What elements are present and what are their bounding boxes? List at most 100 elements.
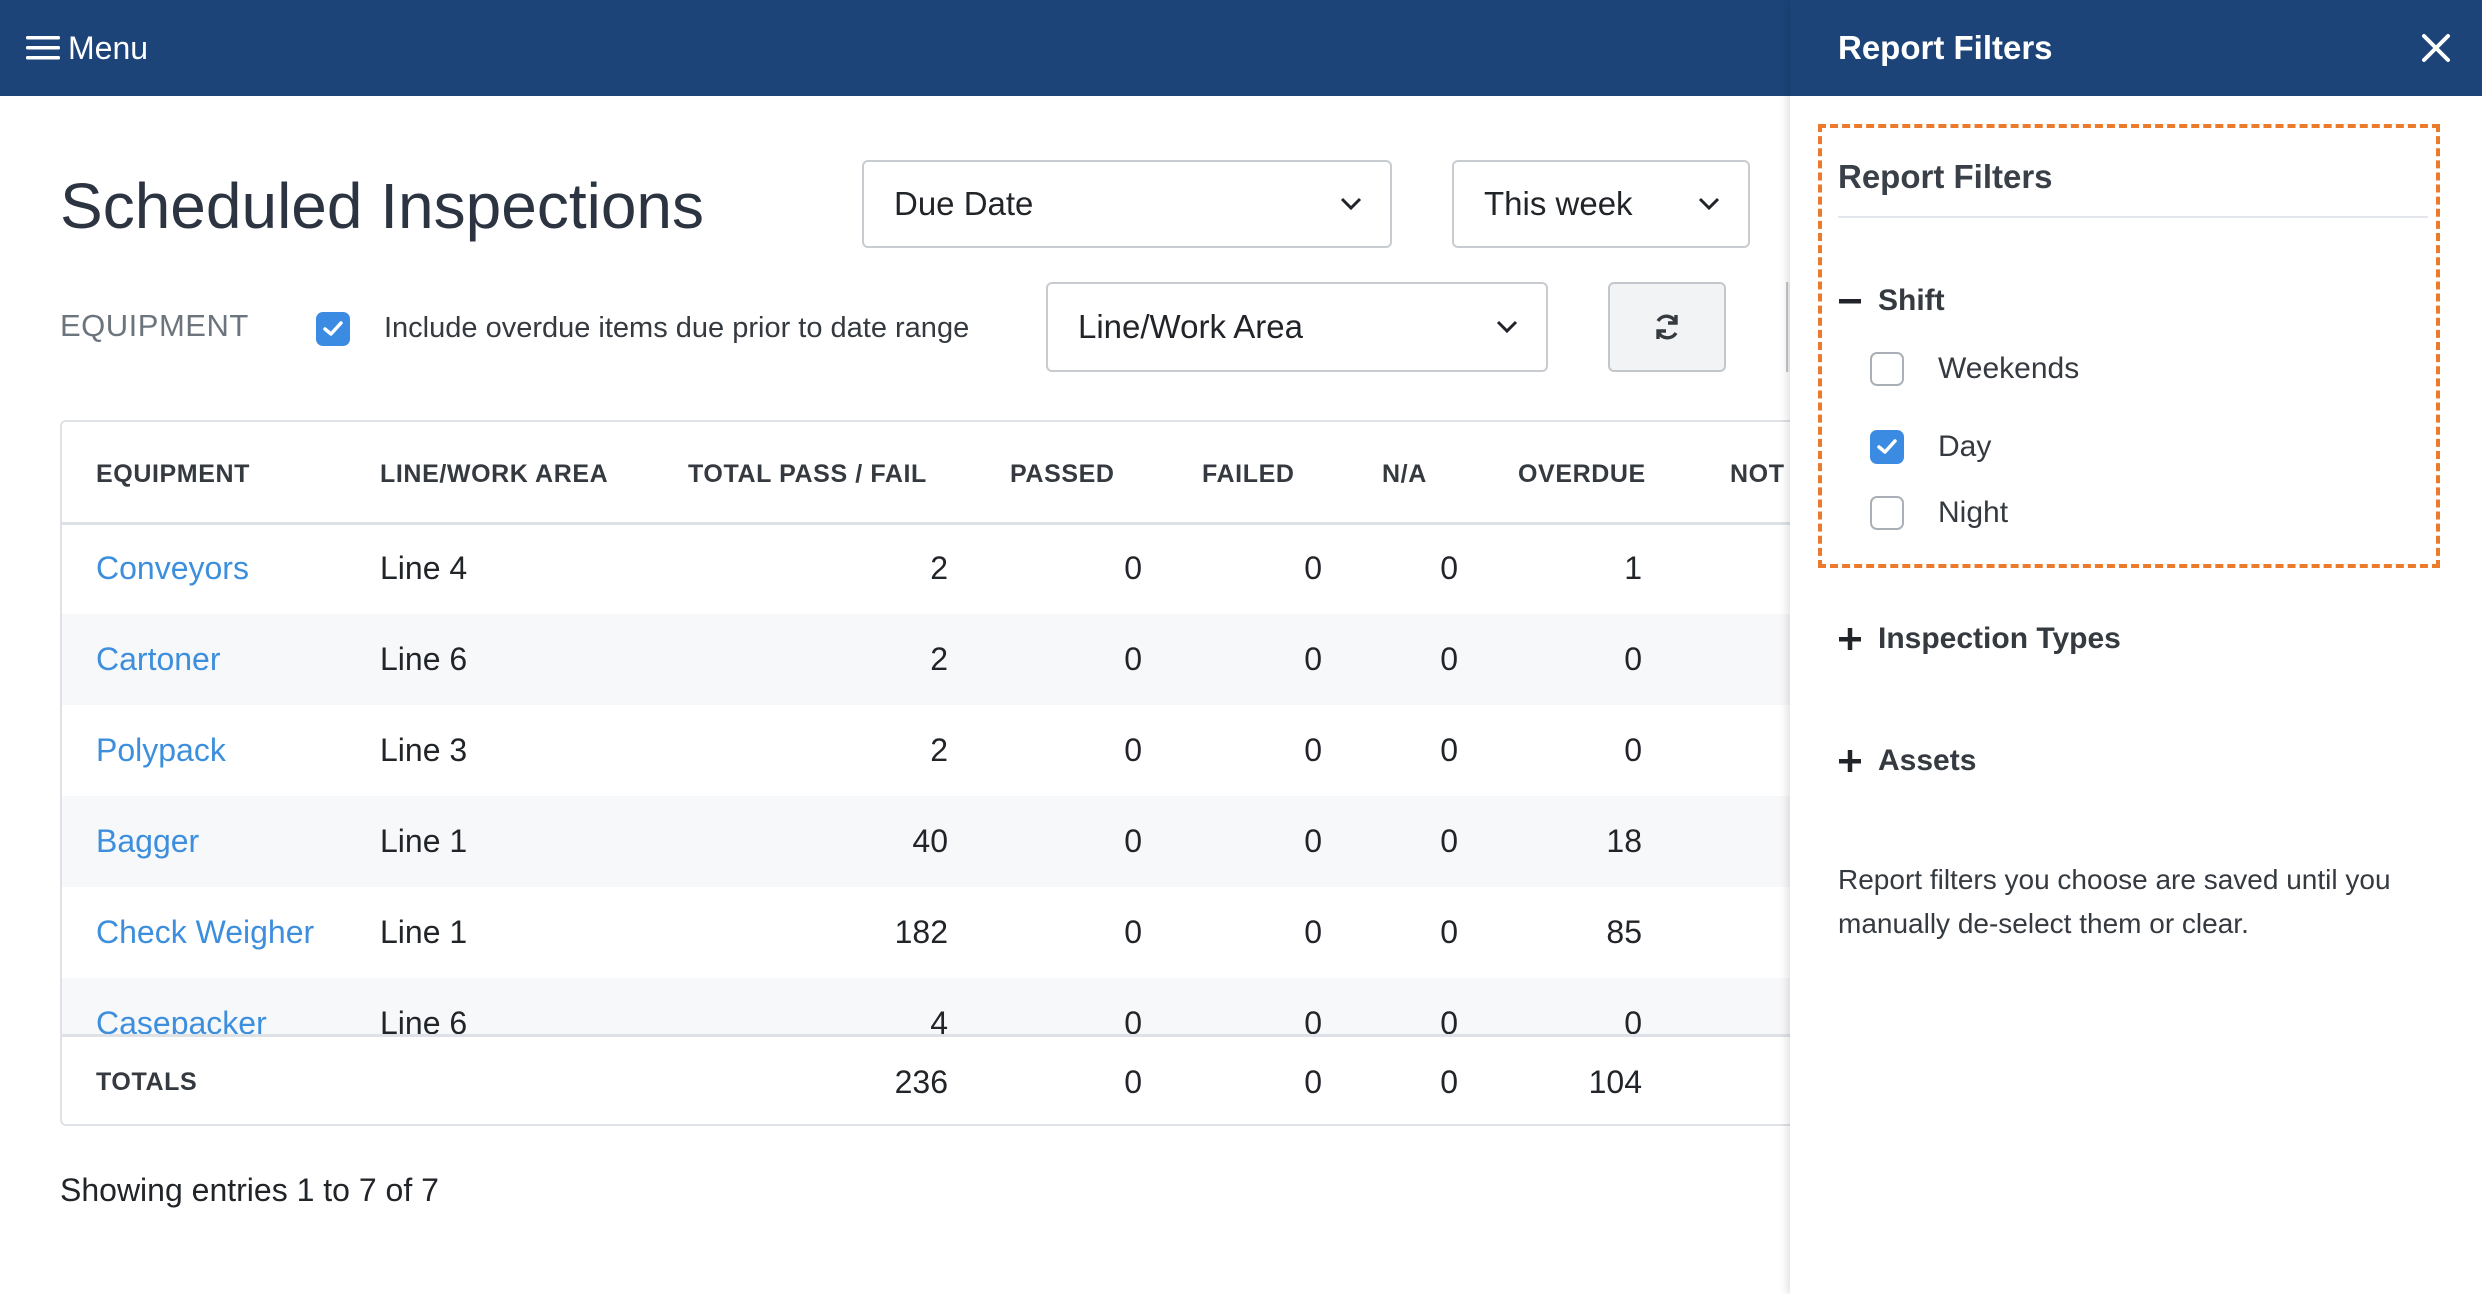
failed-cell: 0 [1304,1005,1322,1035]
date-field-select[interactable]: Due Date [862,160,1392,248]
col-overdue[interactable]: OVERDUE [1518,460,1646,488]
table-body: Conveyors Line 4 2 0 0 0 1 Cartoner Line… [62,523,1818,1035]
filter-option-day[interactable]: Day [1870,430,1991,464]
passed-cell: 0 [1124,641,1142,677]
entries-info: Showing entries 1 to 7 of 7 [60,1172,439,1208]
include-overdue-label: Include overdue items due prior to date … [384,312,970,344]
overdue-cell: 85 [1606,914,1642,950]
na-cell: 0 [1440,1005,1458,1035]
col-equipment[interactable]: EQUIPMENT [96,460,251,488]
failed-cell: 0 [1304,823,1322,859]
totals-label: TOTALS [96,1068,198,1096]
filters-heading: Report Filters [1838,158,2053,195]
filter-option-weekends[interactable]: Weekends [1870,352,2079,386]
overdue-cell: 0 [1624,1005,1642,1035]
line-cell: Line 1 [380,823,468,859]
panel-title: Report Filters [1838,29,2053,66]
table-row: Casepacker Line 6 4 0 0 0 0 [62,978,1818,1035]
heading-divider [1838,216,2428,218]
passed-cell: 0 [1124,732,1142,768]
equipment-link[interactable]: Polypack [96,732,226,768]
chevron-down-icon [1340,197,1362,211]
totals-passed: 0 [1124,1064,1142,1100]
date-field-value: Due Date [894,185,1034,222]
col-passed[interactable]: PASSED [1010,460,1115,488]
overdue-cell: 18 [1606,823,1642,859]
assets-group-toggle[interactable]: Assets [1838,744,1976,778]
date-range-value: This week [1484,185,1633,222]
totals-overdue: 104 [1588,1064,1642,1100]
highlight-box [1818,124,2440,568]
include-overdue-checkbox[interactable] [316,312,350,346]
line-cell: Line 3 [380,732,468,768]
shift-group-label: Shift [1878,284,1945,317]
inspections-table: EQUIPMENT LINE/WORK AREA TOTAL PASS / FA… [60,420,1820,1126]
weekends-label: Weekends [1938,352,2080,385]
line-work-area-select[interactable]: Line/Work Area [1046,282,1548,372]
failed-cell: 0 [1304,550,1322,586]
date-range-select[interactable]: This week [1452,160,1750,248]
na-cell: 0 [1440,550,1458,586]
inspection-types-label: Inspection Types [1878,622,2121,655]
equipment-link[interactable]: Bagger [96,823,200,859]
col-na[interactable]: N/A [1382,460,1427,488]
plus-icon [1839,628,1861,650]
equipment-link[interactable]: Casepacker [96,1005,267,1035]
panel-header: Report Filters [1790,0,2482,96]
totals-total: 236 [894,1064,948,1100]
failed-cell: 0 [1304,641,1322,677]
na-cell: 0 [1440,641,1458,677]
report-filters-panel: Report Filters Report Filters Shift Week… [1790,0,2482,1294]
menu-button[interactable]: Menu [26,24,148,72]
na-cell: 0 [1440,732,1458,768]
overdue-cell: 0 [1624,732,1642,768]
equipment-link[interactable]: Conveyors [96,550,249,586]
overdue-cell: 1 [1624,550,1642,586]
filter-option-night[interactable]: Night [1870,496,2008,530]
totals-failed: 0 [1304,1064,1322,1100]
inspection-types-group-toggle[interactable]: Inspection Types [1838,622,2121,656]
line-cell: Line 1 [380,914,468,950]
menu-label: Menu [68,29,149,66]
refresh-button[interactable] [1608,282,1726,372]
col-total-pass-fail[interactable]: TOTAL PASS / FAIL [688,460,927,488]
day-checkbox[interactable] [1870,430,1904,464]
line-cell: Line 6 [380,1005,468,1035]
close-icon [2422,34,2450,62]
passed-cell: 0 [1124,914,1142,950]
overdue-cell: 0 [1624,641,1642,677]
refresh-icon [1656,314,1678,340]
table-row: Check Weigher Line 1 182 0 0 0 85 [62,887,1818,978]
night-checkbox[interactable] [1870,496,1904,530]
na-cell: 0 [1440,914,1458,950]
line-cell: Line 6 [380,641,468,677]
weekends-checkbox[interactable] [1870,352,1904,386]
checkmark-icon [323,321,343,336]
passed-cell: 0 [1124,1005,1142,1035]
table-totals-row: TOTALS 236 0 0 0 104 [62,1034,1818,1124]
table-row: Cartoner Line 6 2 0 0 0 0 [62,614,1818,705]
col-failed[interactable]: FAILED [1202,460,1295,488]
equipment-link[interactable]: Check Weigher [96,914,315,950]
table-row: Conveyors Line 4 2 0 0 0 1 [62,523,1818,614]
equipment-link[interactable]: Cartoner [96,641,221,677]
passed-cell: 0 [1124,550,1142,586]
passed-cell: 0 [1124,823,1142,859]
page-title: Scheduled Inspections [60,170,704,242]
total-cell: 2 [930,732,948,768]
checkmark-icon [1877,439,1897,454]
failed-cell: 0 [1304,914,1322,950]
total-cell: 40 [912,823,948,859]
col-not[interactable]: NOT [1730,460,1785,488]
col-line-work-area[interactable]: LINE/WORK AREA [380,460,609,488]
assets-label: Assets [1878,744,1977,777]
filters-note: Report filters you choose are saved unti… [1838,864,2391,939]
total-cell: 2 [930,550,948,586]
close-panel-button[interactable] [2416,28,2456,68]
table-row: Bagger Line 1 40 0 0 0 18 [62,796,1818,887]
table-header: EQUIPMENT LINE/WORK AREA TOTAL PASS / FA… [62,422,1818,525]
total-cell: 4 [930,1005,948,1035]
total-cell: 2 [930,641,948,677]
chevron-down-icon [1698,197,1720,211]
shift-group-toggle[interactable]: Shift [1838,284,1945,318]
